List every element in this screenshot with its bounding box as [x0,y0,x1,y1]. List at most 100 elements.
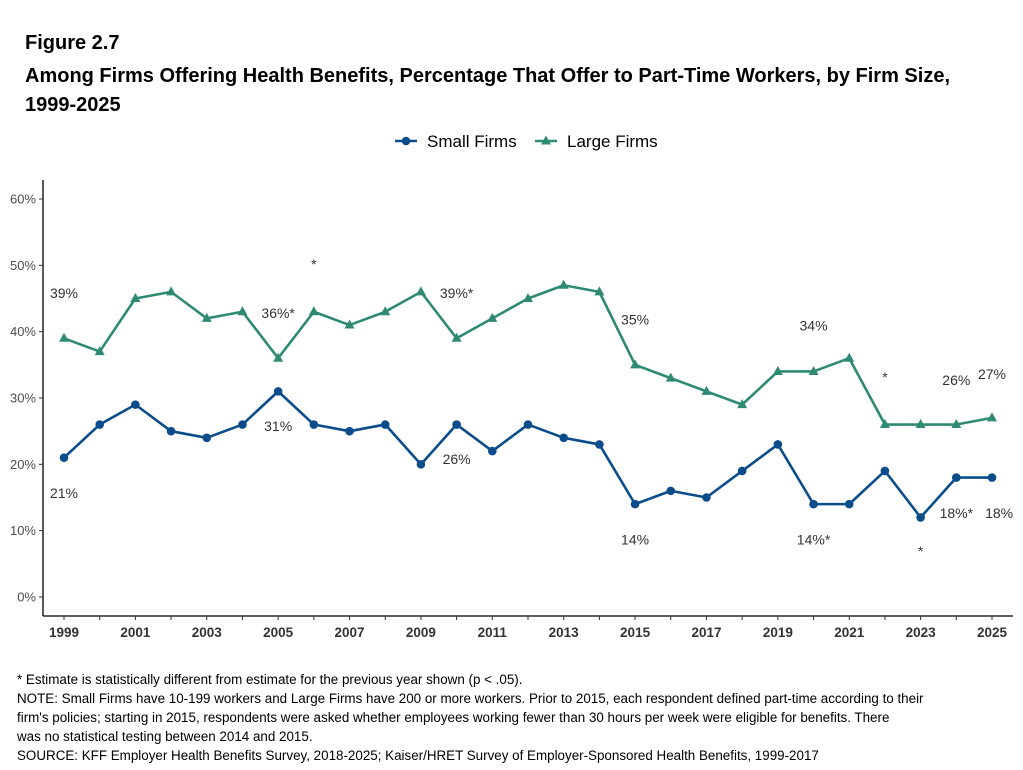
data-label: 34% [800,318,828,334]
data-point [809,499,818,509]
data-point [94,346,105,356]
data-point [844,352,855,362]
legend-label: Large Firms [567,132,658,151]
data-point [166,426,176,436]
data-point [273,387,283,396]
x-tick-label: 2009 [406,625,436,640]
data-point [415,286,426,296]
data-label: 26% [942,372,970,388]
x-tick-label: 2017 [691,625,721,640]
data-label: * [311,256,317,272]
x-tick-label: 2015 [620,625,651,640]
y-tick-label: 20% [10,457,36,472]
data-point [416,460,426,469]
data-point [523,420,533,429]
data-point [595,440,604,449]
data-point [666,486,676,496]
data-point [665,372,676,382]
data-label: * [918,543,924,559]
data-point [916,513,925,522]
data-point [95,420,104,429]
note-line: NOTE: Small Firms have 10-199 workers an… [17,691,924,706]
note-line: * Estimate is statistically different fr… [17,672,523,687]
data-point [130,293,141,302]
data-point [880,466,890,476]
data-label: 26% [443,451,471,467]
y-tick-label: 50% [10,258,36,273]
x-tick-label: 2021 [834,625,865,640]
chart-title: Among Firms Offering Health Benefits, Pe… [25,65,951,116]
x-tick-label: 2001 [120,625,151,640]
data-point [987,412,997,422]
legend-marker [401,136,411,146]
note-line: was no statistical testing between 2014 … [17,729,313,744]
data-point [451,332,462,342]
data-label: 31% [264,418,292,434]
data-point [808,365,819,375]
data-point [344,319,355,329]
data-point [594,286,605,296]
y-tick-label: 10% [10,523,36,538]
data-point [238,420,247,429]
x-tick-label: 2011 [478,625,508,640]
data-label: 35% [621,312,649,328]
data-point [345,426,354,436]
figure-label: Figure 2.7 [25,32,120,54]
data-label: * [882,369,888,385]
note-line: SOURCE: KFF Employer Health Benefits Sur… [17,748,819,763]
y-tick-label: 60% [10,192,36,207]
data-point [737,399,748,409]
line-chart: 0% 10% 20% 30% 40% 50% 60% 1999 2001 2003 2005 2007… [10,132,1013,640]
data-point [915,419,926,429]
legend-label: Small Firms [427,132,517,151]
legend-item: Large Firms [535,132,658,151]
data-point [630,499,640,509]
x-tick-label: 2013 [549,625,580,640]
data-label: 18% [985,505,1013,521]
data-label: 14%* [797,531,831,547]
data-point [559,433,568,443]
data-point [166,286,177,296]
data-point [737,466,747,476]
data-point [380,420,390,429]
data-point [452,420,461,429]
legend: Small Firms Large Firms [395,132,658,151]
data-label: 14% [621,531,649,547]
series-small-firms [59,387,997,522]
data-point [309,420,319,429]
note-line: firm's policies; starting in 2015, respo… [17,710,890,725]
data-point [488,446,497,456]
data-point [380,306,391,316]
data-point [773,440,783,449]
x-tick-label: 2005 [263,625,294,640]
data-point [273,352,284,362]
data-point [131,400,140,409]
chart-notes: * Estimate is statistically different fr… [17,670,924,765]
data-point [844,499,854,509]
x-tick-label: 2007 [335,625,365,640]
data-label: 39%* [440,285,474,301]
data-point [202,433,212,443]
data-point [523,293,533,302]
data-label: 18%* [940,505,974,521]
x-tick-label: 1999 [49,625,79,640]
data-point [701,385,712,395]
data-point [59,332,69,342]
x-tick-label: 2023 [906,625,937,640]
x-tick-label: 2019 [763,625,793,640]
data-label: 39% [50,285,78,301]
data-point [237,306,248,316]
y-tick-label: 30% [10,391,36,406]
data-point [952,473,961,482]
data-point [987,473,997,482]
y-tick-label: 40% [10,324,36,339]
x-tick-label: 2025 [977,625,1008,640]
legend-item: Small Firms [395,132,517,151]
x-tick-label: 2003 [192,625,223,640]
data-point [772,365,783,375]
data-point [702,493,711,502]
data-label: 27% [978,366,1006,382]
data-point [59,453,69,463]
data-point [558,279,569,289]
series-line [63,283,993,426]
